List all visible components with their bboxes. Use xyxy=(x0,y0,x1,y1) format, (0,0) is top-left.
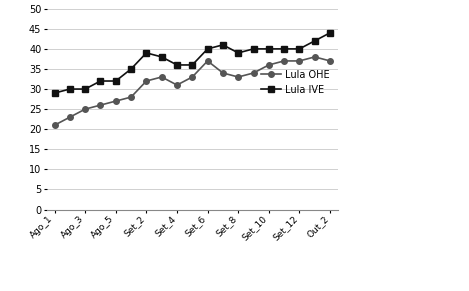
Lula IVE xyxy=(189,63,195,67)
Lula IVE xyxy=(220,43,226,47)
Lula IVE xyxy=(113,79,119,83)
Lula OHE xyxy=(159,75,165,79)
Lula OHE xyxy=(205,59,211,63)
Lula OHE xyxy=(113,99,119,103)
Lula OHE xyxy=(52,123,57,127)
Lula IVE xyxy=(205,47,211,51)
Lula IVE xyxy=(327,31,333,35)
Lula IVE xyxy=(67,87,73,91)
Lula IVE xyxy=(296,47,302,51)
Lula OHE xyxy=(98,103,103,107)
Lula OHE xyxy=(67,116,73,119)
Lula OHE xyxy=(235,75,241,79)
Lula IVE xyxy=(251,47,257,51)
Lula OHE xyxy=(189,75,195,79)
Line: Lula IVE: Lula IVE xyxy=(52,30,333,96)
Lula OHE xyxy=(296,59,302,63)
Lula OHE xyxy=(174,83,180,87)
Line: Lula OHE: Lula OHE xyxy=(52,54,333,128)
Lula IVE xyxy=(98,79,103,83)
Lula OHE xyxy=(220,71,226,75)
Lula IVE xyxy=(128,67,134,71)
Lula OHE xyxy=(83,107,88,111)
Lula IVE xyxy=(83,87,88,91)
Lula OHE xyxy=(144,79,149,83)
Lula IVE xyxy=(312,39,318,42)
Lula OHE xyxy=(251,71,257,75)
Lula IVE xyxy=(266,47,272,51)
Lula OHE xyxy=(128,95,134,99)
Lula IVE xyxy=(281,47,287,51)
Lula IVE xyxy=(174,63,180,67)
Lula IVE xyxy=(144,51,149,55)
Lula OHE xyxy=(327,59,333,63)
Lula OHE xyxy=(281,59,287,63)
Legend: Lula OHE, Lula IVE: Lula OHE, Lula IVE xyxy=(261,70,330,95)
Lula IVE xyxy=(235,51,241,55)
Lula OHE xyxy=(312,55,318,59)
Lula IVE xyxy=(52,91,57,95)
Lula IVE xyxy=(159,55,165,59)
Lula OHE xyxy=(266,63,272,67)
